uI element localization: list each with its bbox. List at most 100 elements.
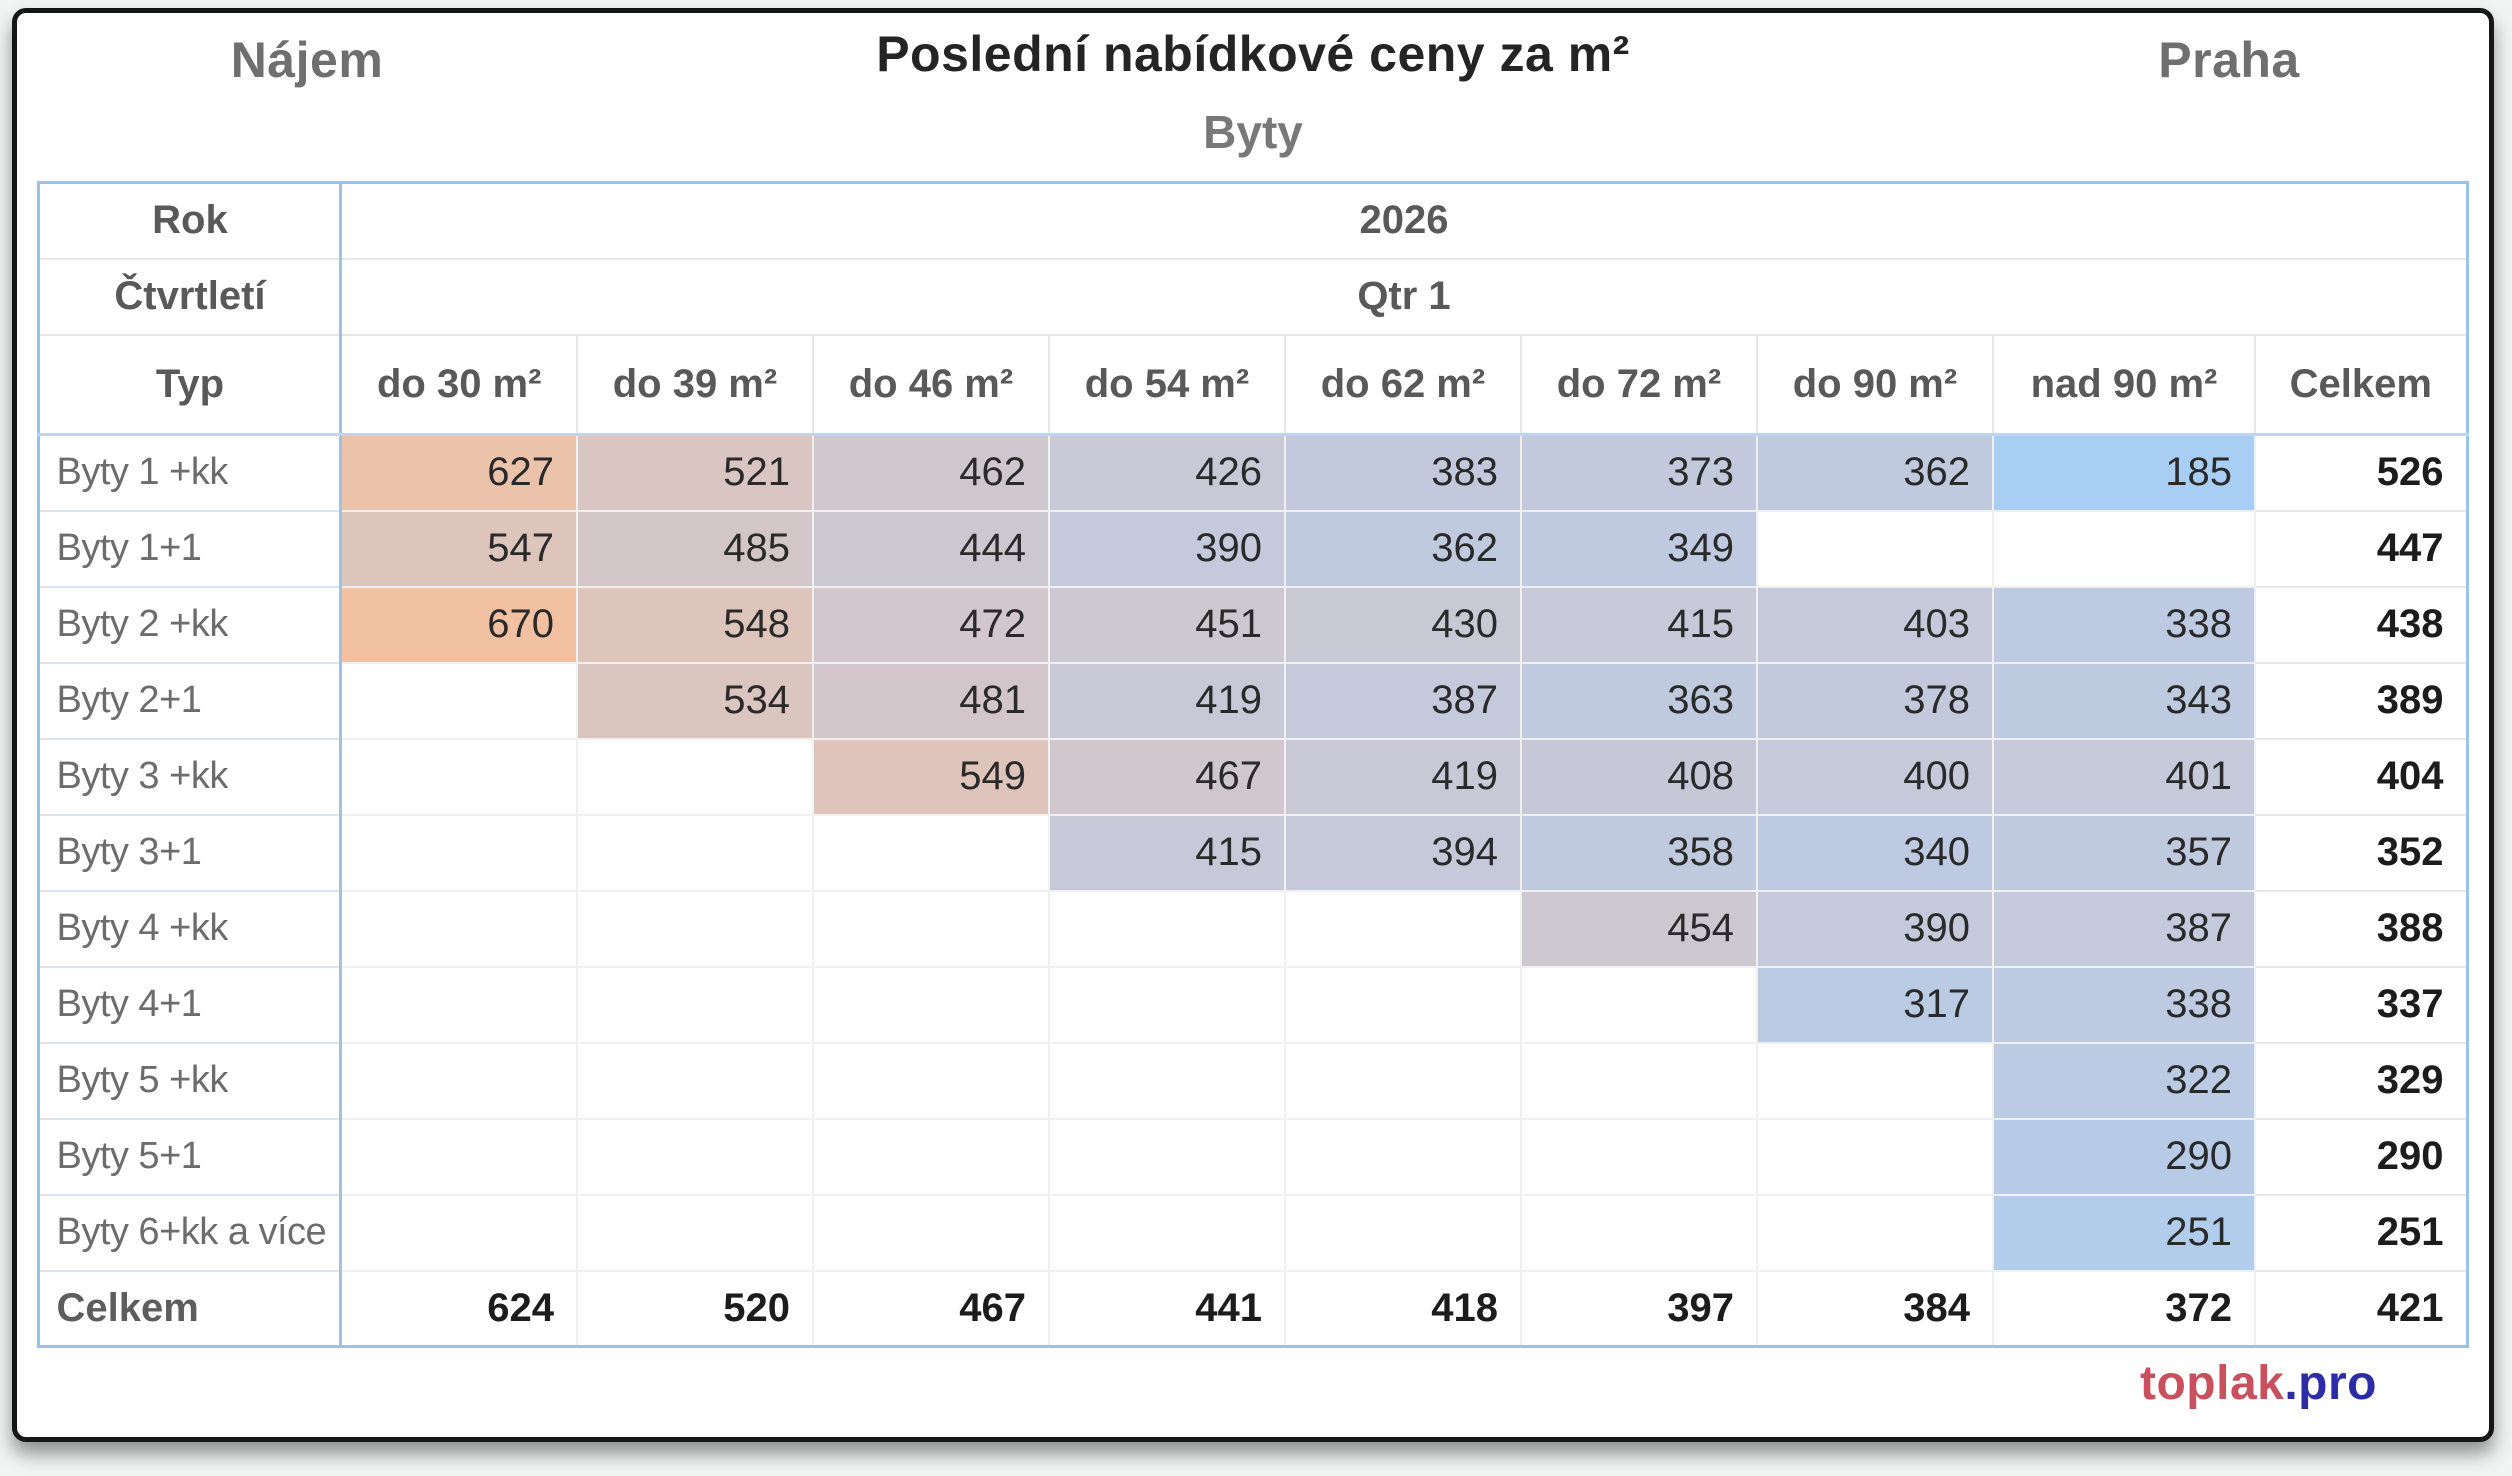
price-cell: 358 (1519, 813, 1758, 892)
totals-row: Celkem 624 520 467 441 418 397 384 372 421 (37, 1269, 2469, 1348)
price-cell: 401 (1991, 737, 2256, 816)
price-cell: 383 (1283, 433, 1522, 512)
section-label: Nájem (230, 32, 384, 88)
column-header-6: do 72 m² (1519, 333, 1758, 436)
column-header-7: do 90 m² (1755, 333, 1994, 436)
price-cell: 338 (1991, 965, 2256, 1044)
price-cell (1991, 509, 2256, 588)
table-row: Byty 2 +kk 670 548 472 451 430 415 403 338 438 (37, 585, 2469, 664)
table-row: Byty 4 +kk 454 390 387 388 (37, 889, 2469, 968)
column-header-2: do 39 m² (575, 333, 814, 436)
price-cell: 343 (1991, 661, 2256, 740)
price-cell (575, 889, 814, 968)
column-header-row: Typ do 30 m² do 39 m² do 46 m² do 54 m² do 62… (37, 333, 2469, 436)
price-cell: 467 (1047, 737, 1286, 816)
price-cell (339, 1193, 578, 1272)
price-cell (1047, 1193, 1286, 1272)
price-cell: 415 (1519, 585, 1758, 664)
report-card: Nájem Poslední nabídkové ceny za m² Byty… (12, 8, 2494, 1442)
price-cell: 290 (1991, 1117, 2256, 1196)
quarter-row: Čtvrtletí Qtr 1 (37, 257, 2469, 336)
price-cell: 390 (1047, 509, 1286, 588)
price-cell: 400 (1755, 737, 1994, 816)
price-cell (811, 813, 1050, 892)
column-total-cell: 467 (811, 1269, 1050, 1348)
price-cell: 322 (1991, 1041, 2256, 1120)
price-cell (575, 965, 814, 1044)
price-cell: 426 (1047, 433, 1286, 512)
table-row: Byty 5+1 290 290 (37, 1117, 2469, 1196)
column-header-3: do 46 m² (811, 333, 1050, 436)
price-cell: 430 (1283, 585, 1522, 664)
price-cell (339, 889, 578, 968)
price-cell: 534 (575, 661, 814, 740)
price-cell (1047, 1041, 1286, 1120)
brand-name-text: toplak (2139, 1357, 2285, 1410)
price-cell: 185 (1991, 433, 2256, 512)
table-row: Byty 1 +kk 627 521 462 426 383 373 362 185 526 (37, 433, 2469, 512)
total-column-header: Celkem (2253, 333, 2469, 436)
price-cell (1519, 1041, 1758, 1120)
price-cell: 481 (811, 661, 1050, 740)
price-cell: 548 (575, 585, 814, 664)
column-header-1: do 30 m² (339, 333, 578, 436)
type-header: Typ (37, 333, 343, 436)
price-cell: 349 (1519, 509, 1758, 588)
price-cell: 363 (1519, 661, 1758, 740)
price-cell: 462 (811, 433, 1050, 512)
price-cell (1047, 965, 1286, 1044)
column-total-cell: 397 (1519, 1269, 1758, 1348)
row-label: Byty 4+1 (37, 965, 343, 1044)
price-cell (1283, 1041, 1522, 1120)
price-cell (339, 661, 578, 740)
price-cell (1519, 1193, 1758, 1272)
title-block: Poslední nabídkové ceny za m² Byty (17, 25, 2489, 159)
page-subtitle: Byty (1203, 106, 1303, 158)
grand-total-cell: 421 (2253, 1269, 2469, 1348)
price-cell: 670 (339, 585, 578, 664)
row-label: Byty 5 +kk (37, 1041, 343, 1120)
price-cell: 251 (1991, 1193, 2256, 1272)
year-row-label: Rok (37, 181, 343, 260)
price-cell: 485 (575, 509, 814, 588)
year-row: Rok 2026 (37, 181, 2469, 260)
price-cell: 419 (1283, 737, 1522, 816)
row-total-cell: 290 (2253, 1117, 2469, 1196)
column-total-cell: 441 (1047, 1269, 1286, 1348)
column-total-cell: 624 (339, 1269, 578, 1348)
row-total-cell: 251 (2253, 1193, 2469, 1272)
price-cell (1755, 509, 1994, 588)
price-cell (1519, 965, 1758, 1044)
row-total-cell: 438 (2253, 585, 2469, 664)
table-row: Byty 3+1 415 394 358 340 357 352 (37, 813, 2469, 892)
row-total-cell: 352 (2253, 813, 2469, 892)
price-cell: 403 (1755, 585, 1994, 664)
price-cell (1755, 1117, 1994, 1196)
row-label: Byty 2+1 (37, 661, 343, 740)
row-label: Byty 2 +kk (37, 585, 343, 664)
price-cell (575, 1117, 814, 1196)
price-cell (811, 1041, 1050, 1120)
price-cell: 408 (1519, 737, 1758, 816)
row-total-cell: 389 (2253, 661, 2469, 740)
table-row: Byty 5 +kk 322 329 (37, 1041, 2469, 1120)
column-total-cell: 372 (1991, 1269, 2256, 1348)
totals-row-label: Celkem (37, 1269, 343, 1348)
price-cell: 415 (1047, 813, 1286, 892)
row-label: Byty 1 +kk (37, 433, 343, 512)
price-cell (575, 1041, 814, 1120)
year-row-value: 2026 (339, 181, 2469, 260)
column-total-cell: 384 (1755, 1269, 1994, 1348)
column-header-4: do 54 m² (1047, 333, 1286, 436)
price-cell (811, 965, 1050, 1044)
price-cell: 340 (1755, 813, 1994, 892)
table-row: Byty 2+1 534 481 419 387 363 378 343 389 (37, 661, 2469, 740)
price-cell (575, 737, 814, 816)
price-table: Rok 2026 Čtvrtletí Qtr 1 Typ do 30 m² do 39 m²… (37, 181, 2469, 1348)
row-total-cell: 526 (2253, 433, 2469, 512)
row-total-cell: 388 (2253, 889, 2469, 968)
quarter-row-label: Čtvrtletí (37, 257, 343, 336)
brand-logo: toplak.pro (2140, 1356, 2377, 1411)
price-cell: 549 (811, 737, 1050, 816)
